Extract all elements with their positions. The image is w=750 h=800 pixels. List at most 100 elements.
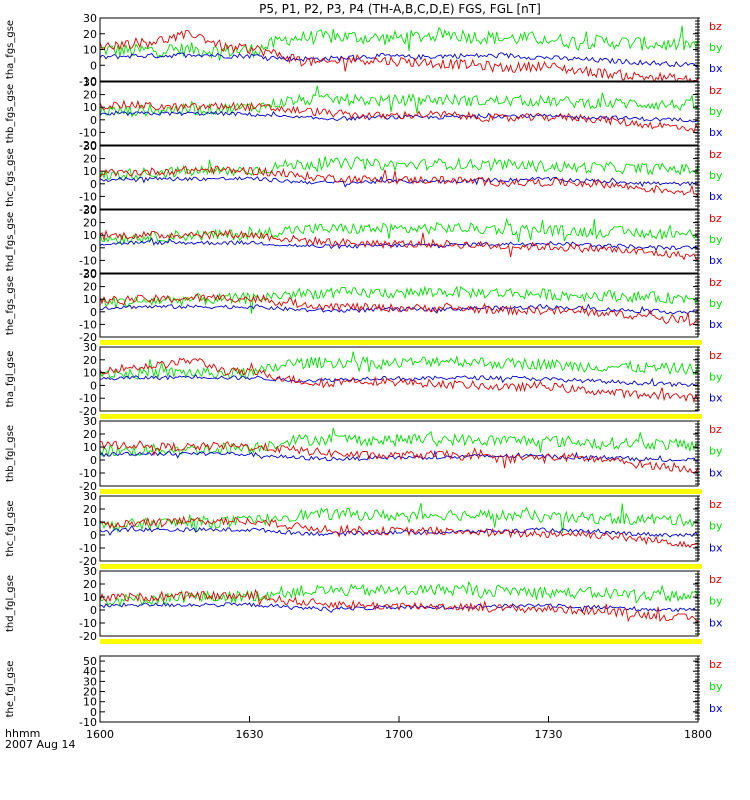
x-tick-label: 1630 bbox=[236, 728, 264, 741]
y-tick-label: 0 bbox=[90, 306, 97, 319]
by-series-line bbox=[100, 502, 698, 533]
y-tick-label: 0 bbox=[90, 529, 97, 542]
legend-bz: bz bbox=[709, 212, 722, 225]
legend-bz: bz bbox=[709, 276, 722, 289]
y-axis-label: the_fgl_gse bbox=[5, 661, 16, 718]
legend-bz: bz bbox=[709, 658, 722, 671]
legend-by: by bbox=[709, 105, 723, 118]
time-axis: 1600 1630 1700 1730 1800 bbox=[86, 716, 712, 741]
quality-bar bbox=[100, 564, 702, 569]
legend-by: by bbox=[709, 520, 723, 533]
x-tick-label: 1700 bbox=[385, 728, 413, 741]
y-tick-label: 0 bbox=[90, 242, 97, 255]
legend-bz: bz bbox=[709, 573, 722, 586]
legend-by: by bbox=[709, 445, 723, 458]
bx-series-line bbox=[100, 175, 698, 188]
y-tick-label: 10 bbox=[83, 229, 97, 242]
y-axis-label: tha_fgs_gse bbox=[5, 20, 16, 79]
legend-bz: bz bbox=[709, 498, 722, 511]
y-tick-label: 10 bbox=[83, 696, 97, 709]
y-tick-label: 30 bbox=[83, 565, 97, 578]
y-tick-label: 30 bbox=[83, 415, 97, 428]
y-tick-label: 20 bbox=[83, 578, 97, 591]
quality-bar bbox=[100, 340, 702, 345]
y-tick-label: 50 bbox=[83, 655, 97, 668]
legend-bz: bz bbox=[709, 423, 722, 436]
y-tick-label: -10 bbox=[79, 392, 97, 405]
y-tick-label: 20 bbox=[83, 503, 97, 516]
bz-series-line bbox=[100, 29, 698, 81]
y-tick-label: -10 bbox=[79, 254, 97, 267]
x-tick-label: 1800 bbox=[684, 728, 712, 741]
y-tick-label: 30 bbox=[83, 675, 97, 688]
legend-bx: bx bbox=[709, 254, 723, 267]
legend-by: by bbox=[709, 595, 723, 608]
bx-series-line bbox=[100, 524, 698, 538]
y-tick-label: 10 bbox=[83, 516, 97, 529]
bz-series-line bbox=[100, 165, 698, 197]
legend-bx: bx bbox=[709, 702, 723, 715]
legend-bx: bx bbox=[709, 616, 723, 629]
y-axis-label: thb_fgl_gse bbox=[5, 425, 16, 482]
y-tick-label: 10 bbox=[83, 165, 97, 178]
bz-series-line bbox=[100, 588, 698, 623]
legend-bz: bz bbox=[709, 349, 722, 362]
quality-bar bbox=[100, 414, 702, 419]
y-tick-label: -10 bbox=[79, 190, 97, 203]
legend-bz: bz bbox=[709, 84, 722, 97]
y-tick-label: 30 bbox=[83, 341, 97, 354]
panel-frame bbox=[99, 81, 699, 146]
date-label: 2007 Aug 14 bbox=[5, 738, 75, 751]
by-series-line bbox=[100, 85, 698, 118]
y-tick-label: 30 bbox=[83, 76, 97, 89]
y-tick-label: 20 bbox=[83, 89, 97, 102]
by-series-line bbox=[100, 285, 698, 314]
quality-bar bbox=[100, 489, 702, 494]
y-tick-label: 10 bbox=[83, 293, 97, 306]
y-tick-label: 20 bbox=[83, 217, 97, 230]
y-tick-label: 20 bbox=[83, 686, 97, 699]
panel-frame bbox=[99, 17, 699, 82]
y-axis-label: thb_fgs_gse bbox=[5, 84, 16, 143]
y-tick-label: 0 bbox=[90, 178, 97, 191]
y-tick-label: -10 bbox=[79, 467, 97, 480]
y-tick-label: -20 bbox=[79, 203, 97, 216]
legend-bx: bx bbox=[709, 541, 723, 554]
bz-series-line bbox=[100, 99, 698, 134]
y-axis-label: the_fgs_gse bbox=[5, 276, 16, 335]
y-tick-label: -20 bbox=[79, 480, 97, 493]
y-tick-label: -20 bbox=[79, 267, 97, 280]
x-tick-label: 1600 bbox=[86, 728, 114, 741]
y-axis-label: tha_fgl_gse bbox=[5, 351, 16, 408]
y-tick-label: 30 bbox=[83, 12, 97, 25]
y-axis-label: thd_fgs_gse bbox=[5, 212, 16, 271]
y-tick-label: 30 bbox=[83, 140, 97, 153]
quality-bar bbox=[100, 639, 702, 644]
bz-series-line bbox=[100, 357, 698, 404]
legend-bx: bx bbox=[709, 318, 723, 331]
y-tick-label: -20 bbox=[79, 630, 97, 643]
panel-frame bbox=[99, 655, 699, 723]
legend-by: by bbox=[709, 233, 723, 246]
bz-series-line bbox=[100, 440, 698, 473]
bz-series-line bbox=[100, 229, 698, 261]
by-series-line bbox=[100, 217, 698, 245]
y-tick-label: 20 bbox=[83, 28, 97, 41]
y-tick-label: 20 bbox=[83, 153, 97, 166]
y-tick-label: -20 bbox=[79, 555, 97, 568]
by-series-line bbox=[100, 25, 698, 61]
y-tick-label: -20 bbox=[79, 405, 97, 418]
legend-bx: bx bbox=[709, 62, 723, 75]
y-tick-label: 20 bbox=[83, 428, 97, 441]
panel-frame bbox=[99, 346, 699, 412]
x-tick-label: 1730 bbox=[535, 728, 563, 741]
y-tick-label: 0 bbox=[90, 59, 97, 72]
panel-frame bbox=[99, 209, 699, 274]
y-tick-label: 30 bbox=[83, 268, 97, 281]
